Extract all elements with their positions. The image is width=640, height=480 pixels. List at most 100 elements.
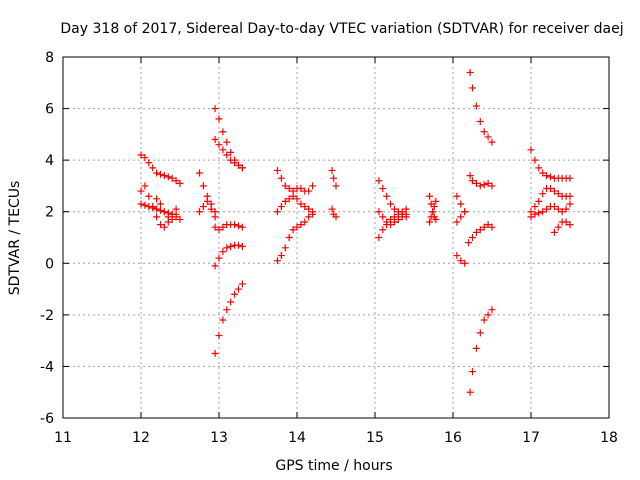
data-point [457, 257, 465, 265]
data-point [539, 208, 547, 216]
series-arc-14-b [274, 192, 317, 216]
data-point [566, 221, 574, 229]
data-point [472, 228, 480, 236]
data-point [430, 203, 438, 211]
data-point [484, 221, 492, 229]
y-tick-label: 0 [45, 256, 54, 272]
data-point [453, 252, 461, 260]
data-point [550, 228, 558, 236]
data-point [554, 205, 562, 213]
series-arc-13-a [211, 105, 246, 172]
y-tick-label: 8 [45, 50, 54, 66]
series-arc-16-d [466, 68, 496, 146]
data-point [558, 208, 566, 216]
data-point [289, 226, 297, 234]
data-point [176, 179, 184, 187]
data-point [466, 68, 474, 76]
data-point [476, 329, 484, 337]
data-point [199, 203, 207, 211]
data-point [476, 117, 484, 125]
data-point [168, 215, 176, 223]
data-point [387, 221, 395, 229]
data-point [472, 102, 480, 110]
data-point [488, 138, 496, 146]
data-point [476, 182, 484, 190]
data-point [543, 205, 551, 213]
data-point [172, 210, 180, 218]
data-point [426, 192, 434, 200]
data-point [277, 252, 285, 260]
y-axis: -6 -4 -2 0 2 4 6 8 [40, 50, 609, 427]
data-point [141, 154, 149, 162]
data-point [223, 151, 231, 159]
data-point [527, 146, 535, 154]
data-points [137, 68, 574, 396]
data-point [457, 200, 465, 208]
data-point [141, 182, 149, 190]
data-point [480, 181, 488, 189]
x-tick-label: 12 [132, 430, 150, 446]
data-point [531, 156, 539, 164]
data-point [215, 254, 223, 262]
data-point [281, 244, 289, 252]
data-point [238, 164, 246, 172]
data-point [484, 311, 492, 319]
series-arc-13-e [211, 221, 246, 234]
data-point [160, 172, 168, 180]
data-point [285, 185, 293, 193]
data-point [301, 203, 309, 211]
data-point [383, 218, 391, 226]
data-point [211, 223, 219, 231]
data-point [293, 195, 301, 203]
data-point [466, 388, 474, 396]
x-tick-label: 15 [366, 430, 384, 446]
series-arc-13-f [211, 241, 246, 270]
data-point [305, 205, 313, 213]
data-point [535, 197, 543, 205]
data-point [168, 174, 176, 182]
data-point [238, 223, 246, 231]
data-point [394, 215, 402, 223]
data-point [235, 285, 242, 293]
data-point [328, 205, 336, 213]
data-point [137, 187, 145, 195]
data-point [223, 138, 231, 146]
data-point [211, 213, 219, 221]
data-point [238, 243, 246, 251]
data-point [289, 192, 297, 200]
data-point [219, 146, 227, 154]
data-point [145, 192, 153, 200]
data-point [398, 213, 406, 221]
data-point [137, 200, 145, 208]
data-point [172, 177, 180, 185]
data-point [160, 223, 168, 231]
data-point [157, 221, 164, 229]
data-point [328, 166, 336, 174]
data-point [141, 201, 149, 209]
data-point [219, 248, 227, 256]
series-arc-14-c [274, 210, 317, 265]
data-point [153, 213, 161, 221]
series-arc-15-b [375, 205, 410, 241]
data-point [157, 200, 164, 208]
series-arc-14-d [328, 166, 340, 190]
data-point [153, 205, 161, 213]
data-point [211, 350, 219, 358]
data-point [149, 164, 157, 172]
data-point [480, 223, 488, 231]
data-point [211, 262, 219, 270]
data-point [453, 192, 461, 200]
series-arc-16-e [466, 172, 496, 190]
data-point [387, 200, 395, 208]
data-point [379, 213, 387, 221]
data-point [429, 208, 437, 216]
data-point [480, 128, 488, 136]
data-point [554, 190, 562, 198]
plot-frame [62, 56, 610, 419]
data-point [215, 226, 223, 234]
data-point [562, 218, 570, 226]
data-point [469, 368, 476, 376]
data-point [453, 218, 461, 226]
y-tick-label: 4 [45, 153, 54, 169]
